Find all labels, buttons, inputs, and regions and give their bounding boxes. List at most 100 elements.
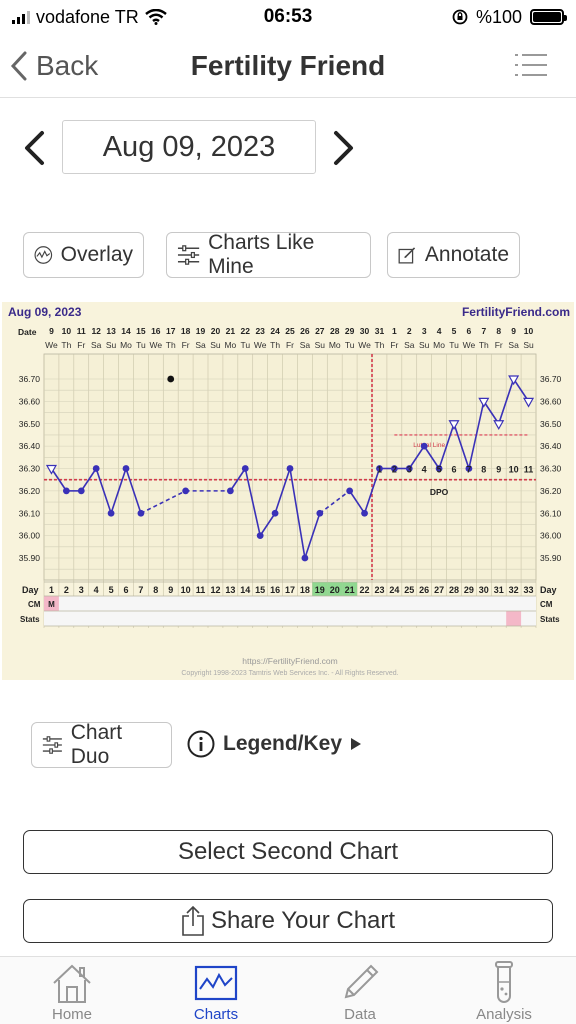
- cycle-day-tick: 5: [109, 585, 114, 595]
- chart-duo-button[interactable]: Chart Duo: [31, 721, 172, 768]
- temp-point: [376, 465, 383, 472]
- pencil-icon: [344, 964, 379, 999]
- weekday-tick: Th: [166, 340, 176, 350]
- date-tick: 18: [181, 326, 191, 336]
- tab-analysis[interactable]: Analysis: [432, 957, 576, 1024]
- cycle-day-tick: 17: [285, 585, 295, 595]
- date-tick: 17: [166, 326, 176, 336]
- date-field[interactable]: Aug 09, 2023: [62, 120, 316, 174]
- previous-date-button[interactable]: [22, 130, 46, 171]
- carrier-name: vodafone TR: [36, 6, 139, 27]
- annotate-button[interactable]: Annotate: [387, 232, 520, 278]
- temp-point: [316, 509, 324, 517]
- cycle-day-tick: 4: [94, 585, 99, 595]
- date-tick: 28: [330, 326, 340, 336]
- cycle-day-tick: 20: [330, 585, 340, 595]
- weekday-tick: Fr: [390, 340, 398, 350]
- back-label: Back: [36, 49, 99, 81]
- temp-segment: [244, 468, 261, 536]
- chart-icon: [194, 965, 238, 1001]
- temp-point: [137, 509, 145, 517]
- back-button[interactable]: Back: [10, 50, 98, 82]
- orientation-lock-icon: [452, 9, 468, 25]
- status-right: %100: [452, 7, 567, 28]
- weekday-tick: Fr: [286, 340, 294, 350]
- date-tick: 9: [511, 326, 516, 336]
- y-tick-right: 36.00: [540, 531, 562, 541]
- y-tick-right: 36.30: [540, 464, 562, 474]
- tab-data[interactable]: Data: [288, 957, 432, 1024]
- list-menu-icon: [515, 54, 547, 76]
- cycle-day-tick: 8: [153, 585, 158, 595]
- date-tick: 11: [77, 326, 86, 336]
- select-second-chart-button[interactable]: Select Second Chart: [23, 830, 553, 874]
- bbt-chart[interactable]: Date 9 We 10 Th 11 Fr 12 Sa 13 Su 14 Mo 15 Tu 16 We 17 Th 1…: [2, 302, 574, 680]
- legend-row: Chart Duo Legend/Key: [0, 720, 576, 770]
- weekday-tick: Th: [479, 340, 489, 350]
- y-tick-left: 36.20: [19, 486, 41, 496]
- cycle-day-tick: 1: [49, 585, 54, 595]
- temp-point-excluded: [167, 375, 175, 383]
- row-label-day: Day: [22, 585, 39, 595]
- fertile-day-cell: [327, 582, 343, 596]
- y-tick-right: 36.60: [540, 396, 562, 406]
- weekday-tick: Mo: [329, 340, 341, 350]
- cycle-day-tick: 13: [225, 585, 235, 595]
- chart-header-date: Aug 09, 2023: [8, 305, 82, 319]
- y-tick-left: 36.50: [19, 419, 41, 429]
- temp-point: [405, 465, 413, 472]
- weekday-tick: Mo: [433, 340, 445, 350]
- tab-charts[interactable]: Charts: [144, 957, 288, 1024]
- weekday-tick: Fr: [495, 340, 503, 350]
- cycle-day-tick: 7: [138, 585, 143, 595]
- date-tick: 3: [422, 326, 427, 336]
- next-date-button[interactable]: [332, 130, 356, 171]
- temp-point: [92, 465, 100, 472]
- temp-segment: [423, 445, 440, 469]
- share-chart-button[interactable]: Share Your Chart: [23, 899, 553, 943]
- y-tick-right: 35.90: [540, 553, 562, 563]
- weekday-tick: Fr: [77, 340, 85, 350]
- dpo-value: 7: [466, 465, 471, 475]
- temp-point: [107, 509, 115, 517]
- date-tick: 14: [121, 326, 131, 336]
- charts-like-mine-button[interactable]: Charts Like Mine: [166, 231, 371, 278]
- weekday-tick: Sa: [91, 340, 102, 350]
- cycle-day-tick: 22: [360, 585, 370, 595]
- weekday-tick: Th: [61, 340, 71, 350]
- overlay-label: Overlay: [60, 243, 133, 266]
- tab-analysis-label: Analysis: [476, 1006, 532, 1023]
- temp-segment: [259, 512, 276, 537]
- play-arrow-icon: [351, 738, 362, 750]
- temp-point: [182, 487, 190, 495]
- cm-value: M: [48, 600, 55, 609]
- overlay-icon: [34, 246, 53, 264]
- weekday-tick: We: [254, 340, 267, 350]
- tab-bar: Home Charts Data: [0, 956, 576, 1024]
- temp-point: [226, 487, 234, 495]
- weekday-tick: Sa: [508, 340, 519, 350]
- dpo-value: 3: [407, 465, 412, 475]
- temp-segment: [80, 468, 97, 492]
- status-left: vodafone TR: [12, 7, 167, 28]
- date-tick: 20: [211, 326, 221, 336]
- y-tick-right: 36.50: [540, 419, 562, 429]
- dpo-value: 11: [524, 465, 534, 475]
- tab-home[interactable]: Home: [0, 957, 144, 1024]
- dpo-value: 9: [496, 465, 501, 475]
- edit-icon: [398, 247, 416, 264]
- temp-segment-dashed: [140, 490, 186, 514]
- date-tick: 13: [106, 326, 116, 336]
- legend-key-link[interactable]: Legend/Key: [187, 730, 362, 758]
- menu-button[interactable]: [514, 52, 548, 83]
- cycle-day-tick: 6: [123, 585, 128, 595]
- overlay-button[interactable]: Overlay: [23, 232, 144, 278]
- row-label-cm: CM: [28, 600, 41, 609]
- chart-footer-copyright: Copyright 1998-2023 Tamtris Web Services…: [181, 670, 398, 677]
- temp-point: [301, 554, 309, 562]
- date-tick: 29: [345, 326, 355, 336]
- cycle-day-tick: 2: [64, 585, 69, 595]
- y-tick-right: 36.20: [540, 486, 562, 496]
- weekday-tick: Sa: [404, 340, 415, 350]
- cycle-day-tick: 24: [389, 585, 399, 595]
